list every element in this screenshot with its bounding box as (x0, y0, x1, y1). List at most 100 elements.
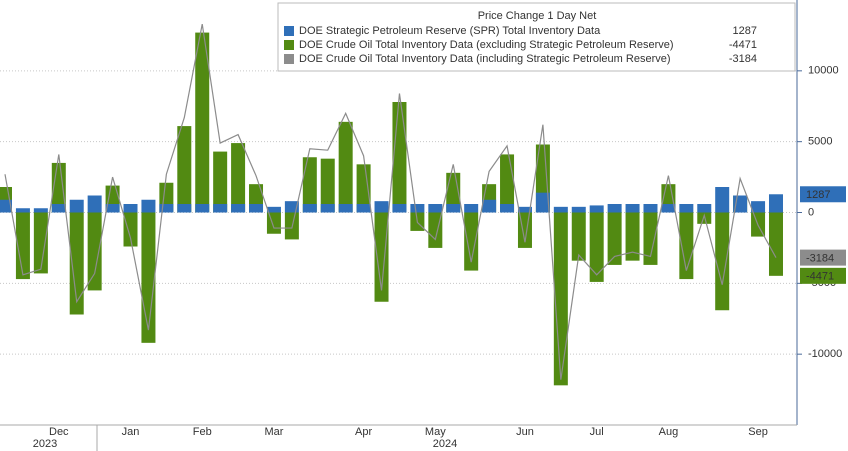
bar (643, 212, 658, 265)
legend-label: DOE Crude Oil Total Inventory Data (incl… (299, 53, 671, 65)
bar (768, 194, 783, 213)
bar (607, 204, 622, 213)
bar (302, 204, 317, 213)
bar (105, 204, 120, 213)
legend-swatch (284, 54, 294, 64)
bar (338, 121, 353, 213)
bar (231, 143, 246, 213)
bar (356, 164, 371, 213)
bar (446, 204, 461, 213)
y-tick-label: 5000 (808, 136, 832, 148)
bar (571, 206, 586, 213)
bar (589, 212, 604, 282)
bar (141, 212, 156, 343)
bar (482, 199, 497, 213)
bar (535, 192, 550, 213)
bar (500, 204, 515, 213)
bar (213, 204, 228, 213)
x-tick-label: Jan (122, 426, 140, 438)
bar (51, 204, 66, 213)
value-tag (800, 267, 846, 284)
bar (464, 204, 479, 213)
legend-swatch (284, 40, 294, 50)
y-tick-label: 10000 (808, 65, 839, 77)
bar (15, 208, 30, 213)
plot-area (0, 23, 797, 386)
bar (625, 212, 640, 261)
bar (428, 204, 443, 213)
bar (625, 204, 640, 213)
legend-box (277, 2, 796, 72)
value-tag-label: 1287 (806, 189, 830, 201)
x-tick-label: Aug (659, 426, 679, 438)
value-tag-label: -4471 (806, 271, 834, 283)
bar (607, 212, 622, 265)
bar (428, 212, 443, 248)
bar (661, 204, 676, 213)
legend-value: -4471 (729, 39, 757, 51)
bar (213, 151, 228, 213)
bar (392, 102, 407, 213)
bar (195, 204, 210, 213)
legend: Price Change 1 Day Net DOE Strategic Pet… (277, 2, 796, 72)
bar (266, 212, 281, 234)
legend-swatch (284, 26, 294, 36)
bar (249, 204, 264, 213)
bar (0, 199, 12, 213)
bar (177, 126, 192, 213)
bar (123, 212, 138, 247)
bar (374, 201, 389, 213)
bar (195, 32, 210, 213)
bar (715, 187, 730, 213)
value-tag (800, 186, 846, 203)
x-tick-label: Jun (516, 426, 534, 438)
value-tag (800, 249, 846, 266)
x-tick-label: Feb (193, 426, 212, 438)
bar (697, 212, 712, 224)
legend-value: 1287 (733, 25, 757, 37)
bar (374, 212, 389, 302)
bar (697, 204, 712, 213)
bar (302, 157, 317, 213)
bar (768, 212, 783, 276)
x-tick-label: May (425, 426, 446, 438)
bar (177, 204, 192, 213)
bar (141, 199, 156, 213)
year-label: 2023 (33, 438, 57, 450)
bar (589, 205, 604, 213)
legend-title: Price Change 1 Day Net (478, 10, 597, 22)
bar (159, 204, 174, 213)
legend-value: -3184 (729, 53, 757, 65)
bar (320, 204, 335, 213)
bar (571, 212, 586, 261)
bar (553, 206, 568, 213)
legend-label: DOE Crude Oil Total Inventory Data (excl… (299, 39, 674, 51)
bar (643, 204, 658, 213)
bar (517, 206, 532, 213)
bar (464, 212, 479, 271)
bar (87, 195, 102, 213)
bar (69, 212, 84, 315)
total-line (4, 23, 777, 380)
year-label: 2024 (433, 438, 457, 450)
bar (500, 154, 515, 213)
x-tick-label: Dec (49, 426, 69, 438)
bar (356, 204, 371, 213)
bar (123, 204, 138, 213)
bar (715, 212, 730, 311)
bar (15, 212, 30, 280)
bar (751, 201, 766, 213)
bar (338, 204, 353, 213)
bar (33, 212, 48, 274)
bar (320, 158, 335, 213)
bar (553, 212, 568, 386)
bar (392, 204, 407, 213)
bar (410, 204, 425, 213)
x-tick-label: Jul (590, 426, 604, 438)
bar (33, 208, 48, 213)
x-tick-label: Sep (748, 426, 768, 438)
bar (266, 206, 281, 213)
x-tick-label: Apr (355, 426, 372, 438)
legend-label: DOE Strategic Petroleum Reserve (SPR) To… (299, 25, 601, 37)
